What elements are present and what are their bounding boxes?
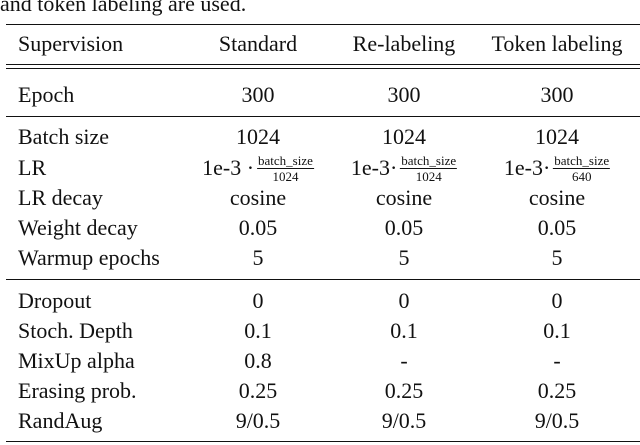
cell-token-labeling: 0.05 [537,215,577,240]
table-row: RandAug 9/0.5 9/0.5 9/0.5 [0,406,640,436]
fraction-numerator: batch_size [553,152,611,169]
lr-prefix: 1e-3· [503,155,551,180]
row-label: Warmup epochs [18,245,160,270]
cell-token-labeling: 5 [551,245,563,270]
cell-standard: 9/0.5 [235,408,281,433]
cell-standard: 1e-3 · batch_size 1024 [202,153,314,183]
table-row: MixUp alpha 0.8 - - [0,346,640,376]
fraction-denominator: 1024 [272,168,299,184]
fraction-numerator: batch_size [257,152,314,169]
section-rule-1 [6,116,640,118]
row-label: LR decay [18,185,103,210]
cell-relabeling: 0.05 [384,215,424,240]
table-row: Stoch. Depth 0.1 0.1 0.1 [0,316,640,346]
lr-prefix: 1e-3· [350,155,398,180]
header-supervision: Supervision [18,31,124,56]
header-relabeling: Re-labeling [352,31,456,56]
cell-standard: 0.25 [238,378,278,403]
cell-relabeling: 0.1 [390,318,418,343]
table-row: Epoch 300 300 300 [0,80,640,110]
cell-token-labeling: 0 [551,288,563,313]
table-row: Dropout 0 0 0 [0,286,640,316]
cell-standard: 1024 [236,124,280,149]
cell-standard: 5 [252,245,264,270]
row-label: MixUp alpha [18,348,135,373]
row-label: LR [18,155,47,180]
header-token-labeling: Token labeling [491,31,623,56]
cell-token-labeling: 9/0.5 [534,408,580,433]
cell-token-labeling: 0.25 [537,378,577,403]
cell-relabeling: 1024 [382,124,426,149]
top-rule [6,24,640,26]
table-caption: and token labeling are used. [0,0,247,16]
cell-standard: cosine [229,185,287,210]
header-row: Supervision Standard Re-labeling Token l… [0,29,640,59]
lr-formula: 1e-3· batch_size 1024 [350,152,458,184]
table-row: Batch size 1024 1024 1024 [0,122,640,152]
cell-standard: 0.8 [244,348,272,373]
row-label: Dropout [18,288,92,313]
lr-fraction: batch_size 640 [553,152,611,184]
cell-standard: 0.1 [244,318,272,343]
cell-relabeling: cosine [375,185,433,210]
lr-formula: 1e-3· batch_size 640 [503,152,611,184]
cell-relabeling: 0 [398,288,410,313]
cell-token-labeling: 0.1 [543,318,571,343]
row-label: Stoch. Depth [18,318,133,343]
cell-relabeling: 1e-3· batch_size 1024 [350,152,458,184]
cell-standard: 300 [241,82,275,107]
fraction-denominator: 640 [571,168,592,184]
table-row: Erasing prob. 0.25 0.25 0.25 [0,376,640,406]
row-label: Batch size [18,124,110,149]
cell-token-labeling: cosine [528,185,586,210]
lr-fraction: batch_size 1024 [400,152,458,184]
fraction-numerator: batch_size [400,152,458,169]
row-label: Weight decay [18,215,138,240]
cell-token-labeling: 1e-3· batch_size 640 [503,152,611,184]
cell-standard: 0 [252,288,264,313]
header-rule-2 [6,68,640,70]
cell-relabeling: - [400,348,408,373]
fraction-denominator: 1024 [415,168,442,184]
cell-relabeling: 0.25 [384,378,424,403]
lr-formula: 1e-3 · batch_size 1024 [202,153,314,183]
cell-token-labeling: 300 [540,82,574,107]
cell-standard: 0.05 [238,215,278,240]
header-rule-1 [6,64,640,66]
table-row: LR 1e-3 · batch_size 1024 1e-3· batch_si… [0,153,640,183]
lr-prefix: 1e-3 · [202,155,255,180]
cell-relabeling: 9/0.5 [381,408,427,433]
lr-fraction: batch_size 1024 [257,154,314,183]
row-label: RandAug [18,408,103,433]
cell-token-labeling: - [553,348,561,373]
table-row: Weight decay 0.05 0.05 0.05 [0,213,640,243]
table-row: Warmup epochs 5 5 5 [0,243,640,273]
table-row: LR decay cosine cosine cosine [0,183,640,213]
bottom-rule [6,441,640,443]
cell-relabeling: 300 [387,82,421,107]
cell-token-labeling: 1024 [535,124,579,149]
header-standard: Standard [218,31,298,56]
row-label: Erasing prob. [18,378,137,403]
cell-relabeling: 5 [398,245,410,270]
row-label: Epoch [18,82,75,107]
section-rule-2 [6,279,640,281]
